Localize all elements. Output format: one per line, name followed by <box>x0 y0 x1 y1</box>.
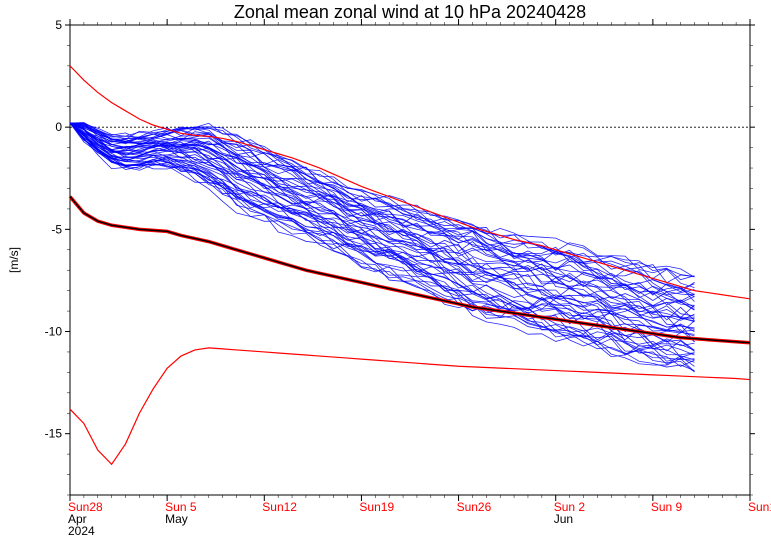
chart-container: Zonal mean zonal wind at 10 hPa 20240428… <box>0 0 771 548</box>
chart-svg: Zonal mean zonal wind at 10 hPa 20240428… <box>0 0 771 548</box>
ytick-label: 5 <box>55 18 62 32</box>
climatology-lower-line <box>70 348 750 464</box>
ensemble-lines <box>70 123 694 372</box>
xtick-label: Sun 9 <box>651 500 683 514</box>
chart-title: Zonal mean zonal wind at 10 hPa 20240428 <box>234 2 586 22</box>
xtick-sub-label: May <box>165 512 188 526</box>
ensemble-line <box>70 123 694 320</box>
xtick-sub-label: 2024 <box>68 524 95 538</box>
ytick-label: -5 <box>51 222 62 236</box>
ytick-label: -15 <box>45 427 63 441</box>
y-axis-label: [m/s] <box>7 247 21 273</box>
ytick-label: 0 <box>55 120 62 134</box>
xtick-label: Sun16 <box>748 500 771 514</box>
xtick-label: Sun19 <box>359 500 394 514</box>
ytick-label: -10 <box>45 325 63 339</box>
xtick-label: Sun26 <box>457 500 492 514</box>
xtick-label: Sun12 <box>262 500 297 514</box>
xtick-sub-label: Jun <box>554 512 573 526</box>
